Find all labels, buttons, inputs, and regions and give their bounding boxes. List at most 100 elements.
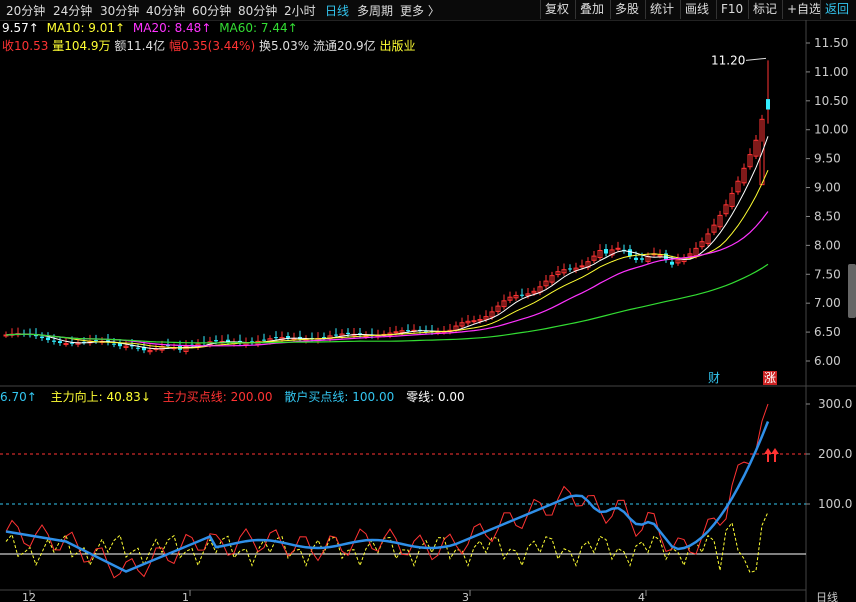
indicator-value: 6.70↑ bbox=[0, 390, 37, 404]
ma10-line bbox=[5, 169, 769, 349]
limit-up-badge-bg bbox=[763, 371, 777, 385]
industry: 出版业 bbox=[379, 39, 416, 53]
price-tick-label: 9.00 bbox=[814, 181, 841, 195]
ma5-value: 9.57↑ bbox=[2, 21, 39, 35]
indicator-tick-label: 100.0 bbox=[818, 497, 852, 511]
price-tick-label: 7.00 bbox=[814, 296, 841, 310]
price-tick-label: 8.50 bbox=[814, 209, 841, 223]
red-indicator-line bbox=[5, 403, 769, 579]
candle-body bbox=[94, 340, 98, 342]
scrollbar[interactable] bbox=[848, 264, 856, 318]
candle-body bbox=[520, 294, 524, 296]
candle-body bbox=[735, 180, 741, 193]
ma20-line bbox=[5, 211, 769, 347]
candle-body bbox=[568, 268, 572, 270]
period-80min[interactable]: 80分钟 bbox=[238, 4, 278, 18]
candle-body bbox=[40, 336, 44, 339]
candle-body bbox=[747, 154, 753, 168]
price-tick-label: 7.50 bbox=[814, 267, 841, 281]
stats-button[interactable]: 统计 bbox=[645, 0, 678, 19]
candle-body bbox=[753, 139, 759, 157]
period-multi[interactable]: 多周期 bbox=[357, 4, 394, 18]
period-40min[interactable]: 40分钟 bbox=[146, 4, 186, 18]
candle-body bbox=[597, 250, 603, 259]
price-tick-label: 10.50 bbox=[814, 94, 848, 108]
candle-body bbox=[555, 271, 561, 276]
candle-body bbox=[717, 214, 723, 228]
period-20min[interactable]: 20分钟 bbox=[6, 4, 46, 18]
back-button[interactable]: 返回 bbox=[820, 0, 853, 19]
candle-body bbox=[346, 332, 350, 334]
candle-body bbox=[579, 265, 585, 268]
add-watchlist-button[interactable]: +自选 bbox=[782, 0, 825, 19]
indicator-tick-label: 200.0 bbox=[818, 447, 852, 461]
date-tick-label: 1 bbox=[182, 591, 189, 602]
price-tick-label: 6.00 bbox=[814, 354, 841, 368]
candle-body bbox=[112, 343, 116, 345]
ma60-value: MA60: 7.44↑ bbox=[219, 21, 298, 35]
candle-body bbox=[513, 294, 519, 299]
candle-body bbox=[334, 334, 338, 336]
price-tick-label: 9.50 bbox=[814, 152, 841, 166]
fuquan-button[interactable]: 复权 bbox=[540, 0, 573, 19]
candle-body bbox=[507, 296, 513, 301]
candle-body bbox=[471, 320, 477, 323]
overlay-button[interactable]: 叠加 bbox=[575, 0, 608, 19]
candle-body bbox=[63, 343, 69, 346]
candle-body bbox=[399, 330, 405, 333]
candle-body bbox=[657, 254, 663, 257]
candle-body bbox=[628, 249, 632, 257]
period-toolbar: 20分钟 24分钟 30分钟 40分钟 60分钟 80分钟 2小时 日线 多周期… bbox=[0, 0, 856, 21]
candle-body bbox=[525, 293, 531, 297]
ma5-line bbox=[5, 136, 769, 350]
finance-badge: 财 bbox=[708, 371, 720, 385]
candle-body bbox=[262, 339, 266, 341]
change: 幅0.35(3.44%) bbox=[168, 39, 256, 53]
candle-body bbox=[465, 320, 471, 324]
period-2hour[interactable]: 2小时 bbox=[284, 4, 316, 18]
candle-body bbox=[634, 257, 638, 260]
candle-body bbox=[406, 330, 410, 332]
high-price-label: 11.20 bbox=[711, 53, 745, 67]
candle-body bbox=[573, 267, 579, 271]
buy-signal-arrow-icon bbox=[771, 448, 779, 454]
period-more[interactable]: 更多 〉 bbox=[400, 4, 440, 18]
candle-body bbox=[250, 341, 254, 343]
period-label: 日线 bbox=[816, 590, 838, 602]
retail-buy-line: 散户买点线: 100.00 bbox=[284, 390, 395, 404]
candle-body bbox=[591, 255, 597, 261]
float-cap: 流通20.9亿 bbox=[312, 39, 376, 53]
period-30min[interactable]: 30分钟 bbox=[100, 4, 140, 18]
candle-body bbox=[424, 331, 428, 333]
price-tick-label: 11.00 bbox=[814, 65, 848, 79]
candle-body bbox=[705, 233, 711, 244]
candle-body bbox=[766, 99, 770, 110]
price-tick-label: 10.00 bbox=[814, 123, 848, 137]
draw-line-button[interactable]: 画线 bbox=[680, 0, 713, 19]
date-tick-label: 4 bbox=[638, 591, 645, 602]
period-60min[interactable]: 60分钟 bbox=[192, 4, 232, 18]
candle-body bbox=[675, 259, 681, 264]
candle-body bbox=[142, 346, 146, 351]
period-daily[interactable]: 日线 bbox=[325, 4, 350, 18]
candle-body bbox=[495, 305, 501, 312]
period-24min[interactable]: 24分钟 bbox=[53, 4, 93, 18]
f10-button[interactable]: F10 bbox=[716, 0, 747, 19]
candle-body bbox=[609, 249, 615, 256]
mark-button[interactable]: 标记 bbox=[748, 0, 781, 19]
close-price: 收10.53 bbox=[2, 39, 49, 53]
main-buy-line: 主力买点线: 200.00 bbox=[162, 390, 273, 404]
volume: 量104.9万 bbox=[52, 39, 111, 53]
candle-body bbox=[58, 341, 62, 344]
candle-body bbox=[226, 339, 230, 342]
price-tick-label: 6.50 bbox=[814, 325, 841, 339]
indicator-legend: 6.70↑ 主力向上: 40.83↓ 主力买点线: 200.00 散户买点线: … bbox=[0, 388, 473, 405]
candle-body bbox=[604, 249, 608, 254]
multi-stock-button[interactable]: 多股 bbox=[610, 0, 643, 19]
blue-indicator-line bbox=[5, 421, 770, 573]
candle-body bbox=[561, 269, 567, 274]
candle-body bbox=[459, 322, 465, 327]
candle-body bbox=[615, 247, 621, 250]
candle-body bbox=[136, 347, 140, 349]
